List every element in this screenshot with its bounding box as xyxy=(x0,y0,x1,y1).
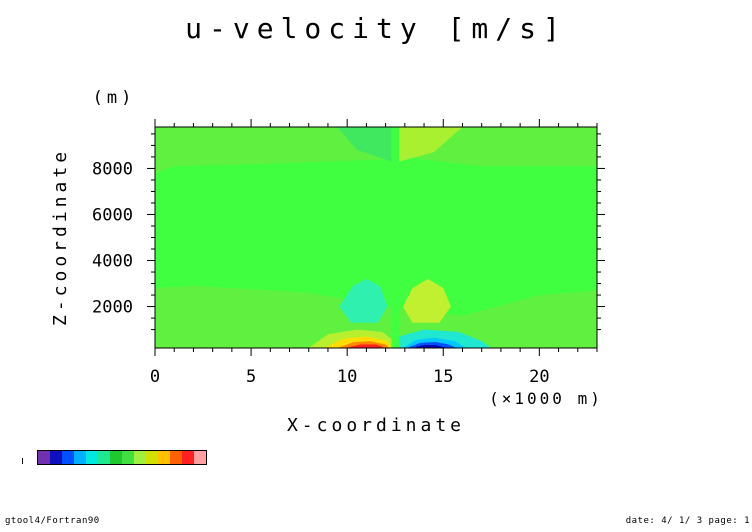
x-tick-label: 5 xyxy=(246,367,256,387)
y-axis-label: Z-coordinate xyxy=(50,148,71,326)
contour-region-4 xyxy=(337,127,392,162)
y-axis-unit: (m) xyxy=(93,88,136,108)
colorbar-swatch-13 xyxy=(194,451,206,464)
contour-region-7 xyxy=(402,278,451,323)
colorbar-swatch-6 xyxy=(110,451,122,464)
x-tick-label: 20 xyxy=(529,367,549,387)
contour-region-5 xyxy=(399,127,463,162)
axes: 0 5 10 15 20 2000 4000 6000 8000 xyxy=(92,119,605,387)
colorbar-swatch-10 xyxy=(158,451,170,464)
contour-region-2 xyxy=(155,127,392,173)
chart-title: u-velocity [m/s] xyxy=(185,12,567,45)
x-tick-label: 15 xyxy=(433,367,453,387)
contour-region-0 xyxy=(155,285,392,348)
plot-area xyxy=(155,127,597,348)
x-axis-unit: (×1000 m) xyxy=(489,389,603,408)
x-tick-label: 10 xyxy=(337,367,357,387)
colorbar-legend xyxy=(37,450,207,465)
contour-region-6 xyxy=(339,278,388,323)
colorbar-swatch-11 xyxy=(170,451,182,464)
contour-region-15 xyxy=(412,345,448,348)
colorbar-swatch-12 xyxy=(182,451,194,464)
colorbar-swatch-1 xyxy=(50,451,62,464)
x-tick-label: 0 xyxy=(150,367,160,387)
colorbar-swatch-0 xyxy=(38,451,50,464)
contour-region-11 xyxy=(345,344,386,348)
colorbar-swatch-4 xyxy=(86,451,98,464)
colorbar-swatch-9 xyxy=(146,451,158,464)
colorbar-swatch-8 xyxy=(134,451,146,464)
colorbar-swatch-3 xyxy=(74,451,86,464)
y-tick-label: 2000 xyxy=(92,298,133,318)
y-tick-label: 8000 xyxy=(92,159,133,179)
colorbar-swatch-5 xyxy=(98,451,110,464)
colorbar-swatch-7 xyxy=(122,451,134,464)
footer-date-page: date: 4/ 1/ 3 page: 1 xyxy=(625,516,750,526)
footer-software-label: gtool4/Fortran90 xyxy=(5,516,100,526)
colorbar-swatch-2 xyxy=(62,451,74,464)
x-axis-label: X-coordinate xyxy=(287,415,465,436)
y-tick-label: 6000 xyxy=(92,205,133,225)
colorbar-tick xyxy=(22,458,23,464)
y-tick-label: 4000 xyxy=(92,252,133,272)
